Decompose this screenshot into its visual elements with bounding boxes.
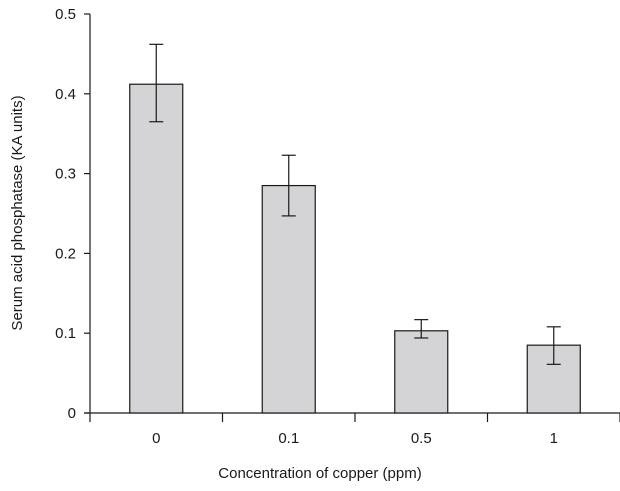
x-axis: 0 0.1 0.5 1 — [84, 412, 620, 447]
error-bars — [149, 43, 561, 365]
y-tick-label: 0.5 — [55, 6, 76, 23]
bar — [129, 83, 184, 414]
x-tick-label: 1 — [550, 430, 558, 447]
y-tick-label: 0 — [68, 405, 76, 422]
bar — [394, 330, 449, 414]
y-axis-title: Serum acid phosphatase (KA units) — [9, 95, 26, 330]
x-tick-label: 0.5 — [411, 430, 432, 447]
y-tick-label: 0.4 — [55, 86, 76, 103]
y-tick-label: 0.1 — [55, 325, 76, 342]
y-tick-label: 0.2 — [55, 245, 76, 262]
bars — [129, 83, 581, 414]
x-tick-label: 0.1 — [278, 430, 299, 447]
x-axis-title: Concentration of copper (ppm) — [218, 465, 421, 482]
x-tick-label: 0 — [152, 430, 160, 447]
bar — [261, 184, 316, 414]
y-axis: 0 0.1 0.2 0.3 0.4 0.5 — [55, 6, 91, 422]
y-tick-label: 0.3 — [55, 166, 76, 183]
